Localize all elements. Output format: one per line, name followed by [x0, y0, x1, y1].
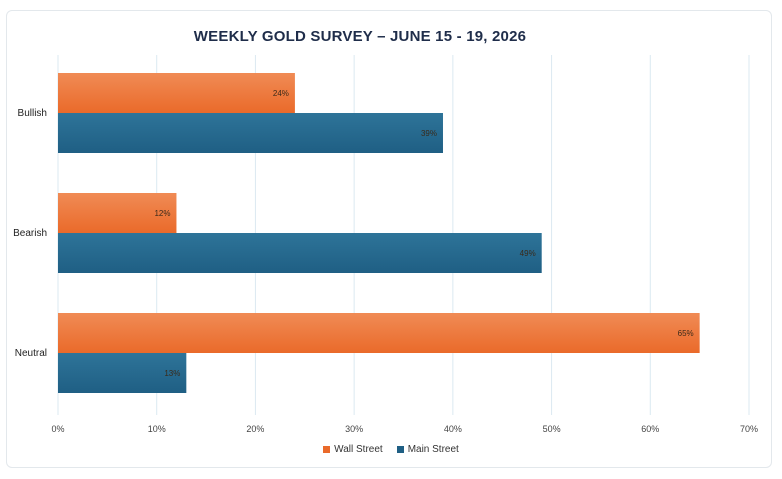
x-tick-label: 20%	[246, 424, 264, 434]
category-label: Bearish	[13, 228, 47, 239]
chart-title: WEEKLY GOLD SURVEY – JUNE 15 - 19, 2026	[193, 28, 527, 45]
legend-swatch-wall-street	[323, 446, 331, 453]
x-tick-label: 50%	[543, 424, 561, 434]
x-tick-label: 0%	[51, 424, 64, 434]
x-tick-label: 60%	[641, 424, 659, 434]
bar-wall-street	[58, 313, 700, 353]
legend-item-wall-street: Wall Street	[323, 444, 383, 455]
bar-wall-street	[58, 73, 295, 113]
x-tick-label: 30%	[345, 424, 363, 434]
bar-main-street	[58, 233, 542, 273]
x-tick-label: 10%	[148, 424, 166, 434]
legend-item-main-street: Main Street	[396, 444, 459, 455]
data-label: 49%	[520, 249, 536, 258]
bar-main-street	[58, 113, 443, 153]
category-label: Bullish	[18, 108, 47, 119]
x-tick-label: 40%	[444, 424, 462, 434]
legend-swatch-main-street	[396, 446, 404, 453]
bar-wall-street	[58, 193, 177, 233]
data-label: 39%	[421, 129, 437, 138]
data-label: 12%	[154, 209, 170, 218]
data-label: 24%	[273, 89, 289, 98]
legend-label-main-street: Main Street	[407, 444, 459, 455]
x-tick-label: 70%	[740, 424, 758, 434]
data-label: 13%	[164, 369, 180, 378]
bar-main-street	[58, 353, 187, 393]
category-label: Neutral	[15, 348, 47, 359]
legend: Wall Street Main Street	[0, 444, 782, 455]
legend-label-wall-street: Wall Street	[334, 444, 383, 455]
data-label: 65%	[678, 329, 694, 338]
